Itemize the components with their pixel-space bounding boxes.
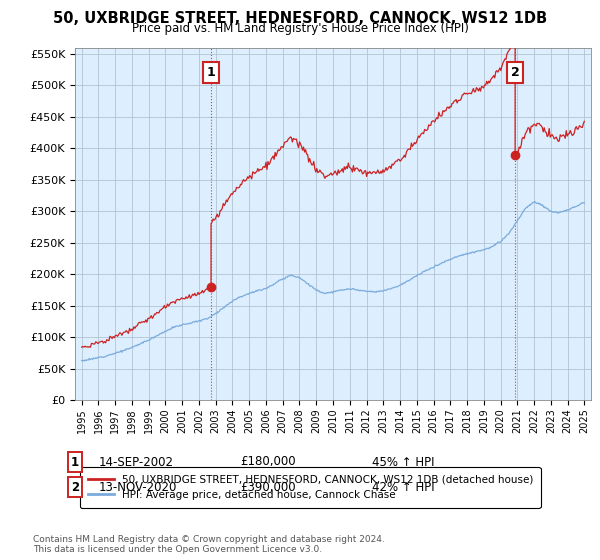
Legend: 50, UXBRIDGE STREET, HEDNESFORD, CANNOCK, WS12 1DB (detached house), HPI: Averag: 50, UXBRIDGE STREET, HEDNESFORD, CANNOCK…	[80, 468, 541, 507]
Text: 42% ↑ HPI: 42% ↑ HPI	[372, 480, 434, 494]
Text: Contains HM Land Registry data © Crown copyright and database right 2024.
This d: Contains HM Land Registry data © Crown c…	[33, 535, 385, 554]
Text: 50, UXBRIDGE STREET, HEDNESFORD, CANNOCK, WS12 1DB: 50, UXBRIDGE STREET, HEDNESFORD, CANNOCK…	[53, 11, 547, 26]
Text: 14-SEP-2002: 14-SEP-2002	[99, 455, 174, 469]
Text: 2: 2	[511, 66, 520, 79]
Text: Price paid vs. HM Land Registry's House Price Index (HPI): Price paid vs. HM Land Registry's House …	[131, 22, 469, 35]
Text: 45% ↑ HPI: 45% ↑ HPI	[372, 455, 434, 469]
Text: 13-NOV-2020: 13-NOV-2020	[99, 480, 178, 494]
Text: £180,000: £180,000	[240, 455, 296, 469]
Text: £390,000: £390,000	[240, 480, 296, 494]
Text: 1: 1	[206, 66, 215, 79]
Text: 2: 2	[71, 480, 79, 494]
Text: 1: 1	[71, 455, 79, 469]
